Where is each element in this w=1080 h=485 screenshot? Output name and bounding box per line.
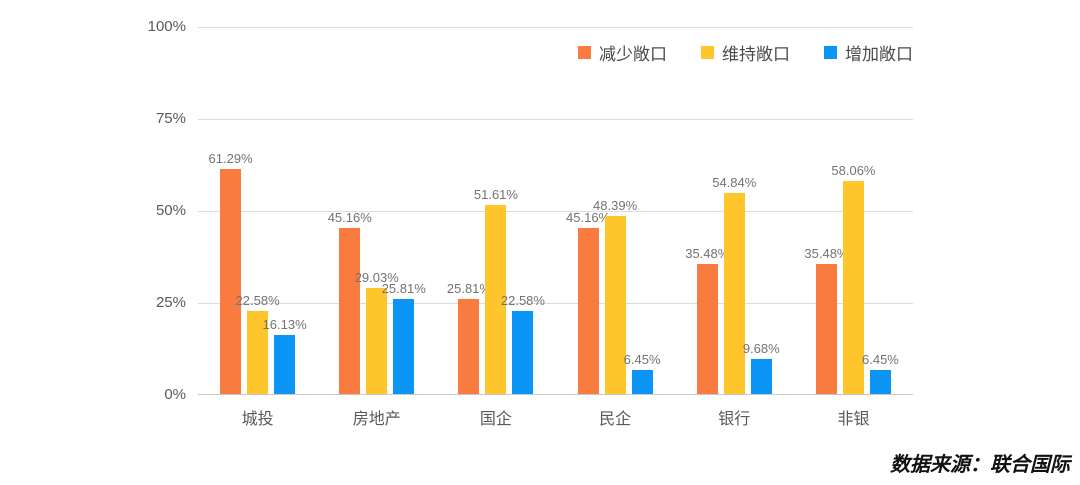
gridline-75 [198, 119, 913, 120]
bar: 25.81% [447, 281, 491, 394]
bar-value-label: 6.45% [623, 352, 661, 368]
y-tick-100: 100% [147, 18, 186, 35]
gridline-50 [198, 211, 913, 212]
bar: 58.06% [831, 163, 875, 394]
bar-value-label: 16.13% [262, 316, 307, 332]
data-source-note: 数据来源：联合国际 [890, 454, 1070, 476]
y-tick-25: 25% [155, 294, 186, 311]
x-label-yinhang: 银行 [718, 411, 751, 428]
bar: 54.84% [712, 175, 756, 394]
legend-swatch-maintain-icon [701, 46, 714, 59]
legend: 减少敞口 维持敞口 增加敞口 [198, 40, 913, 65]
bar: 22.58% [236, 293, 280, 394]
legend-swatch-reduce-icon [578, 46, 591, 59]
bar-group-2: 45.16% 29.03% 25.81% [317, 27, 436, 394]
x-axis: 城投 房地产 国企 民企 银行 非银 [198, 405, 913, 429]
x-label-guoqi: 国企 [479, 411, 512, 428]
bar-value-label: 35.48% [685, 245, 730, 261]
bar: 22.58% [501, 293, 545, 394]
bar-value-label: 9.68% [742, 340, 780, 356]
bar-value-label: 25.81% [381, 281, 426, 297]
bar-value-label: 45.16% [327, 210, 372, 226]
bar: 35.48% [685, 246, 729, 394]
x-label-fangdichan: 房地产 [352, 411, 401, 428]
y-tick-75: 75% [155, 110, 186, 127]
bar-value-label: 22.58% [500, 293, 545, 309]
bar-value-label: 58.06% [831, 162, 876, 178]
gridline-25 [198, 303, 913, 304]
bar-value-label: 45.16% [566, 210, 611, 226]
bar: 45.16% [328, 210, 372, 394]
bar: 45.16% [566, 210, 610, 394]
y-axis: 100% 75% 50% 25% 0% [80, 0, 186, 485]
legend-item-maintain: 维持敞口 [701, 40, 790, 65]
bar-group-1: 61.29% 22.58% 16.13% [198, 27, 317, 394]
bar: 9.68% [743, 341, 780, 394]
bar: 25.81% [382, 281, 426, 394]
bar-value-label: 25.81% [446, 281, 491, 297]
y-tick-0: 0% [164, 386, 186, 403]
bar-value-label: 54.84% [712, 174, 757, 190]
bar-groups: 61.29% 22.58% 16.13% 45.16% 29.03% 25.81% 25.8… [198, 27, 913, 394]
bar-value-label: 51.61% [473, 186, 518, 202]
bar-group-6: 35.48% 58.06% 6.45% [794, 27, 913, 394]
bar-value-label: 22.58% [235, 293, 280, 309]
bar: 16.13% [263, 317, 307, 394]
bar-value-label: 61.29% [208, 151, 253, 167]
bar: 29.03% [355, 270, 399, 394]
bar-value-label: 29.03% [354, 269, 399, 285]
x-label-chengtou: 城投 [241, 411, 274, 428]
legend-item-reduce: 减少敞口 [578, 40, 667, 65]
bar-value-label: 48.39% [593, 198, 638, 214]
legend-item-increase: 增加敞口 [824, 40, 913, 65]
x-label-minqi: 民企 [599, 411, 632, 428]
bar-group-4: 45.16% 48.39% 6.45% [556, 27, 675, 394]
bar-group-3: 25.81% 51.61% 22.58% [436, 27, 555, 394]
gridline-100 [198, 27, 913, 28]
bar-value-label: 6.45% [862, 352, 899, 368]
bar: 6.45% [862, 352, 899, 394]
legend-swatch-increase-icon [824, 46, 837, 59]
plot-area: 61.29% 22.58% 16.13% 45.16% 29.03% 25.81% 25.8… [198, 27, 913, 395]
bar: 61.29% [209, 151, 253, 394]
bar: 6.45% [624, 352, 661, 394]
bar-group-5: 35.48% 54.84% 9.68% [675, 27, 794, 394]
bar-value-label: 35.48% [804, 245, 849, 261]
legend-label-increase: 增加敞口 [845, 45, 913, 64]
bar: 48.39% [593, 198, 637, 394]
y-tick-50: 50% [155, 202, 186, 219]
gridline-0-baseline [198, 394, 913, 395]
bar: 35.48% [804, 246, 848, 394]
bar: 51.61% [474, 187, 518, 394]
legend-label-maintain: 维持敞口 [722, 45, 790, 64]
x-label-feiyin: 非银 [837, 411, 870, 428]
legend-label-reduce: 减少敞口 [599, 45, 667, 64]
